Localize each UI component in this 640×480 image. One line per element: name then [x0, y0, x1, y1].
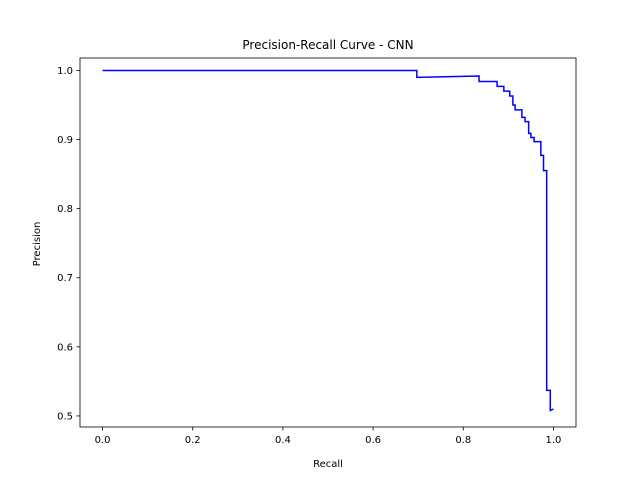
y-axis-ticks: 0.5 0.6 0.7 0.8 0.9 1.0: [57, 66, 80, 422]
x-tick-label: 1.0: [546, 435, 562, 446]
chart-title: Precision-Recall Curve - CNN: [242, 38, 413, 52]
y-tick-label: 0.5: [57, 411, 73, 422]
x-tick-label: 0.4: [275, 435, 291, 446]
pr-curve-line-0: [102, 69, 554, 412]
x-axis-label: Recall: [313, 459, 343, 470]
y-tick-label: 1.0: [57, 66, 73, 77]
x-axis-ticks: 0.0 0.2 0.4 0.6 0.8 1.0: [95, 427, 562, 446]
y-tick-label: 0.9: [57, 135, 73, 146]
y-axis-label: Precision: [32, 222, 43, 267]
y-tick-label: 0.7: [57, 273, 73, 284]
axes-frame: [79, 57, 577, 428]
plot-area: [79, 57, 577, 428]
x-tick-label: 0.0: [95, 435, 111, 446]
y-tick-label: 0.6: [57, 342, 73, 353]
x-tick-label: 0.6: [365, 435, 381, 446]
y-tick-label: 0.8: [57, 204, 73, 215]
x-tick-label: 0.2: [185, 435, 201, 446]
x-tick-label: 0.8: [455, 435, 471, 446]
